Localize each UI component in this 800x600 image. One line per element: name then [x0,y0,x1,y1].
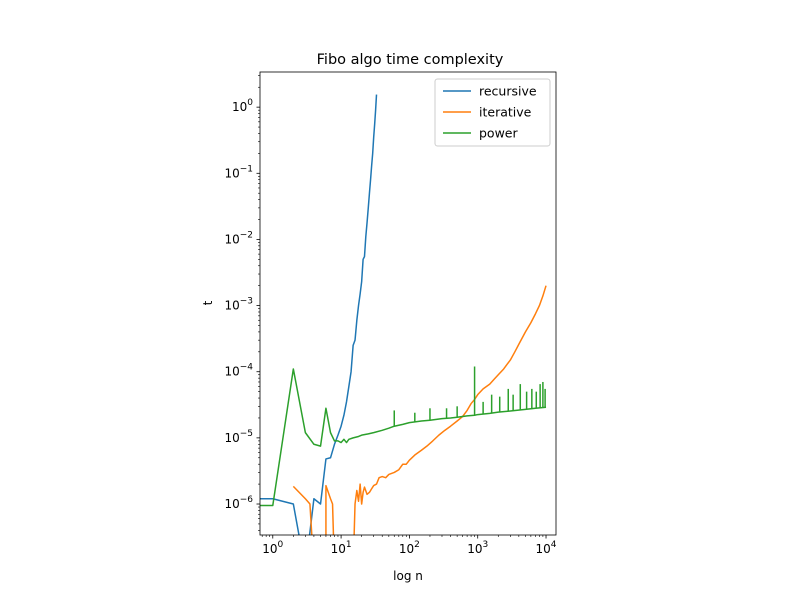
y-tick-label: 10−1 [224,164,253,180]
x-axis-label: log n [393,569,423,583]
legend-label-power: power [479,126,518,141]
y-tick-label: 100 [232,98,253,114]
y-tick-label: 10−5 [224,429,253,445]
x-tick-label: 102 [399,540,420,556]
x-tick-label: 101 [331,540,352,556]
y-tick-label: 10−6 [224,495,253,511]
x-tick-label: 103 [467,540,488,556]
series-layer [260,94,547,535]
y-axis-label: t [201,300,215,305]
y-tick-label: 10−3 [224,297,253,313]
series-line-recursive [260,94,378,535]
plot-frame [259,71,557,536]
chart-title: Fibo algo time complexity [317,52,504,68]
legend-box [434,78,551,147]
legend: recursive iterative power [434,78,551,147]
y-tick-label: 10−4 [224,363,253,379]
legend-label-iterative: iterative [479,105,532,120]
axes-layer: 100 101 102 103 104 10−6 10−5 10−4 10−3 10−2 10−1 1… [224,71,557,556]
y-tick-label: 10−2 [224,230,253,246]
x-tick-label: 100 [262,540,283,556]
series-line-power [260,368,547,507]
series-line-iterative [292,285,547,535]
x-tick-label: 104 [536,540,557,556]
legend-label-recursive: recursive [479,84,537,99]
